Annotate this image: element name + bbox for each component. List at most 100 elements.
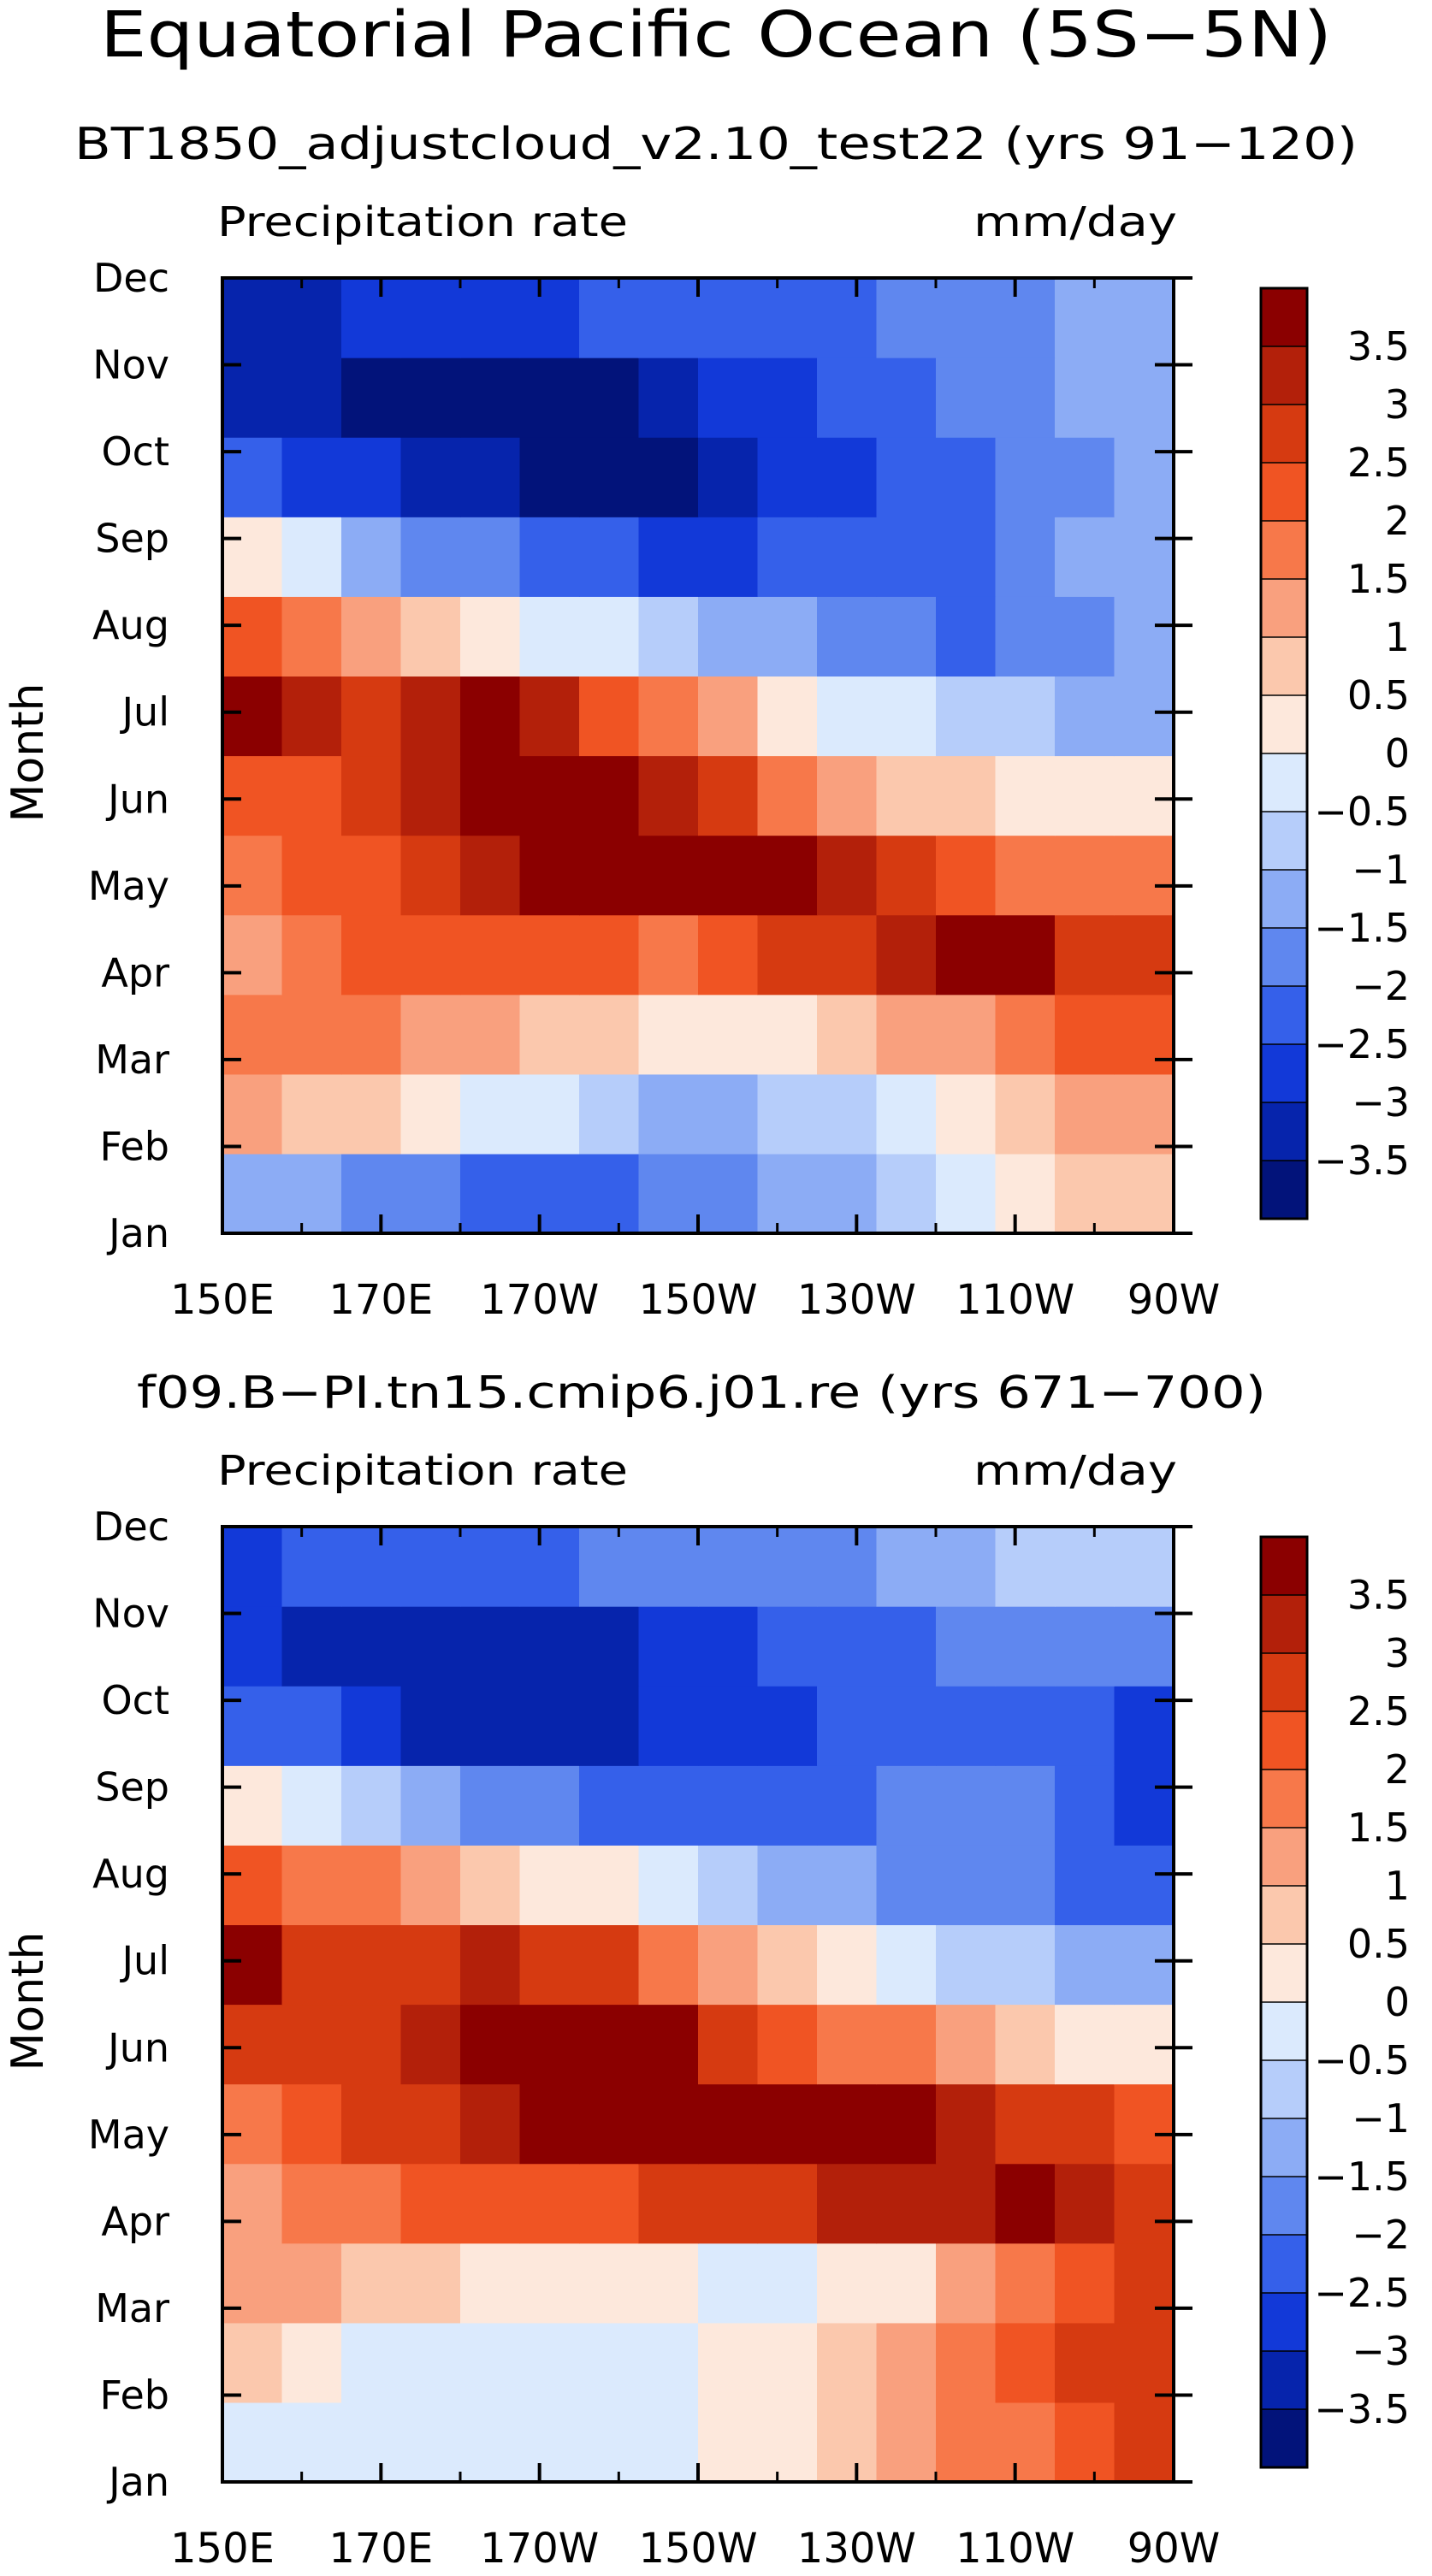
heatmap-cell — [1114, 2004, 1175, 2085]
heatmap-cell — [757, 914, 818, 996]
heatmap-cell — [341, 676, 402, 757]
colorbar-tick-label: −1.5 — [1314, 905, 1410, 951]
colorbar-tick-label: 0 — [1385, 1979, 1410, 2025]
heatmap-cell — [400, 994, 461, 1075]
heatmap-cell — [519, 2163, 580, 2244]
heatmap-cell — [1114, 1527, 1175, 1607]
y-tick-label: Oct — [101, 428, 169, 475]
heatmap-cell — [281, 2163, 342, 2244]
heatmap-cell — [936, 2242, 997, 2324]
colorbar-swatch — [1260, 811, 1308, 871]
panel-subtitle: BT1850_adjustcloud_v2.10_test22 (yrs 91−… — [74, 119, 1358, 170]
colorbar-swatch — [1260, 2408, 1308, 2469]
heatmap-cell — [995, 835, 1056, 916]
heatmap-cell — [876, 1153, 937, 1234]
heatmap-cell — [817, 2322, 878, 2403]
colorbar-swatch — [1260, 1536, 1308, 1597]
heatmap-cell — [638, 517, 699, 597]
heatmap-cell — [995, 1924, 1056, 2006]
heatmap-cell — [400, 2163, 461, 2244]
heatmap-cell — [876, 1606, 937, 1687]
y-axis-title: Month — [3, 683, 54, 823]
heatmap-cell — [817, 994, 878, 1075]
heatmap-cell — [638, 835, 699, 916]
heatmap-cell — [1055, 437, 1115, 517]
heatmap-cell — [400, 1527, 461, 1607]
heatmap-cell — [876, 2322, 937, 2403]
heatmap-cell — [341, 914, 402, 996]
heatmap-cell — [757, 278, 818, 358]
heatmap-cell — [817, 1765, 878, 1846]
heatmap-cell — [638, 994, 699, 1075]
heatmap-cell — [519, 1153, 580, 1234]
heatmap-cell — [519, 596, 580, 677]
heatmap-cell — [936, 914, 997, 996]
heatmap-cell — [281, 437, 342, 517]
colorbar-swatch — [1260, 1827, 1308, 1888]
heatmap-cell — [698, 1765, 759, 1846]
heatmap-cell — [1114, 2083, 1175, 2165]
heatmap-cell — [400, 2402, 461, 2483]
panel-subtitle: f09.B−PI.tn15.cmip6.j01.re (yrs 671−700) — [137, 1368, 1266, 1419]
heatmap-cell — [281, 1073, 342, 1155]
heatmap-cell — [1055, 1606, 1115, 1687]
heatmap-cell — [1055, 1686, 1115, 1766]
heatmap-cell — [400, 1765, 461, 1846]
heatmap-cell — [698, 517, 759, 597]
heatmap-cell — [400, 2322, 461, 2403]
heatmap-cell — [400, 2083, 461, 2165]
heatmap-cell — [936, 2004, 997, 2085]
colorbar-swatch — [1260, 2350, 1308, 2411]
colorbar-swatch — [1260, 520, 1308, 581]
x-tick-label: 90W — [1127, 1276, 1221, 1324]
colorbar-tick-label: 0 — [1385, 730, 1410, 777]
y-tick-label: Sep — [95, 516, 169, 562]
heatmap-cell — [698, 596, 759, 677]
heatmap-cell — [460, 676, 521, 757]
colorbar: 3.5 3 2.5 2 1.5 1 0.5 0 −0.5 −1 −1.5 −2 −2.5 −3 −3.5 — [1259, 287, 1410, 1220]
heatmap-cell — [876, 357, 937, 438]
colorbar-swatch — [1260, 462, 1308, 523]
heatmap-cell — [698, 2322, 759, 2403]
heatmap-cell — [579, 357, 640, 438]
colorbar-tick-label: 0.5 — [1347, 672, 1410, 718]
x-tick-label: 170E — [328, 2525, 433, 2573]
heatmap-cell — [579, 278, 640, 358]
heatmap-cell — [460, 1845, 521, 1926]
heatmap-cell — [281, 357, 342, 438]
heatmap-cell — [341, 2163, 402, 2244]
heatmap-cell — [1114, 914, 1175, 996]
heatmap-cell — [341, 2083, 402, 2165]
heatmap-cell — [757, 1686, 818, 1766]
colorbar-tick-label: 3 — [1385, 1630, 1410, 1676]
page-title: Equatorial Pacific Ocean (5S−5N) — [100, 0, 1332, 72]
colorbar-tick-label: −3 — [1352, 2328, 1410, 2374]
heatmap-cell — [1055, 2004, 1115, 2085]
heatmap-cell — [995, 2163, 1056, 2244]
heatmap-cell — [995, 2402, 1056, 2483]
heatmap-cell — [638, 914, 699, 996]
heatmap-cell — [638, 755, 699, 836]
heatmap-cell — [817, 2242, 878, 2324]
heatmap-cell — [638, 2083, 699, 2165]
heatmap-cell — [400, 676, 461, 757]
heatmap-cell — [638, 2242, 699, 2324]
heatmap-cell — [1055, 2163, 1115, 2244]
y-tick-label: Jun — [105, 776, 169, 822]
heatmap-cell — [1114, 1073, 1175, 1155]
heatmap-cell — [995, 755, 1056, 836]
heatmap-cell — [579, 1073, 640, 1155]
heatmap-cell — [1055, 1153, 1115, 1234]
heatmap-cell — [519, 278, 580, 358]
heatmap-cell — [1114, 357, 1175, 438]
heatmap-cell — [995, 2242, 1056, 2324]
heatmap-cell — [817, 914, 878, 996]
heatmap-cell — [519, 2083, 580, 2165]
heatmap-cell — [638, 1073, 699, 1155]
y-tick-label: Sep — [95, 1764, 169, 1811]
heatmap-cell — [460, 2242, 521, 2324]
heatmap-cell — [936, 1924, 997, 2006]
heatmap-cell — [341, 1073, 402, 1155]
heatmap-cell — [876, 2163, 937, 2244]
heatmap-cell — [698, 755, 759, 836]
